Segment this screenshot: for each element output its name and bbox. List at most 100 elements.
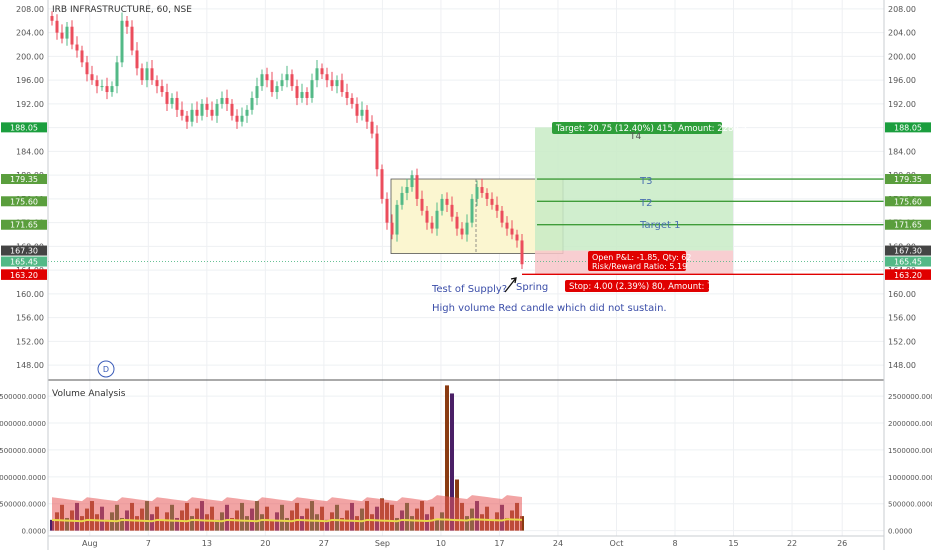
candle-body [340,80,344,93]
price-label-left: 167.30 [10,247,38,256]
pl-box [588,251,686,271]
open-pl-label: Open P&L: -1.85, Qty: 62 [592,253,691,262]
price-label-right: 175.60 [894,197,922,206]
candle-body [290,74,294,87]
candle-body [225,97,229,104]
candle-body [295,86,299,98]
candle-body [180,109,184,116]
candle-body [90,74,94,81]
candle-body [105,86,109,93]
candle-body [80,50,84,63]
price-label-left: 188.05 [10,123,38,132]
candle-body [280,80,284,87]
price-tick-left: 184.00 [16,147,44,156]
volume-bars [50,385,524,531]
candle-body [155,80,159,87]
time-tick: 7 [146,539,151,548]
price-tick-left: 148.00 [16,361,44,370]
price-tick-left: 152.00 [16,337,44,346]
candle-body [70,26,74,45]
candle-body [470,198,474,223]
volume-tick-right: 1000000.0000 [888,474,932,482]
price-label-left-box [1,174,47,185]
volume-average-line [51,518,523,523]
price-label-right: 188.05 [894,123,922,132]
price-label-right-box [885,245,931,256]
candle-body [460,228,464,235]
price-tick-right: 208.00 [888,5,916,14]
candle-body [300,92,304,98]
price-label-left-box [1,196,47,207]
t4-label: T4 [629,132,641,142]
time-tick: Sep [375,539,390,548]
target-zone [535,127,733,251]
price-label-right-box [885,219,931,230]
candle-body [215,103,219,116]
volume-bar [445,385,449,531]
candle-body [415,175,419,199]
t2-label: T2 [639,198,652,209]
candle-body [125,20,129,27]
candle-body [480,187,484,193]
candle-body [310,80,314,98]
candle-body [520,240,524,265]
candle-body [420,198,424,211]
candle-body [410,175,414,188]
time-tick: 10 [436,539,446,548]
candle-body [450,204,454,217]
candle-body [100,86,104,88]
stop-label: Stop: 4.00 (2.39%) 80, Amount: 752 [569,282,723,292]
candle-body [205,103,209,110]
candle-body [115,62,119,87]
candle-body [375,133,379,170]
volume-tick-left: 1000000.0000 [0,474,46,482]
time-tick: 26 [837,539,847,548]
candle-body [185,115,189,122]
candle-body [330,80,334,87]
candle-body [365,109,369,122]
price-label-left-box [1,219,47,230]
candle-body [350,97,354,104]
price-tick-right: 200.00 [888,52,916,61]
candle-body [240,115,244,122]
time-tick: 15 [728,539,738,548]
price-label-right: 179.35 [894,175,922,184]
note-label: High volume Red candle which did not sus… [432,303,667,314]
candle-body [360,109,364,116]
candle-body [315,68,319,81]
price-label-left: 163.20 [10,271,38,280]
candle-body [145,68,149,81]
price-label-left-box [1,122,47,133]
candle-body [515,234,519,241]
time-tick: 22 [787,539,797,548]
price-tick-left: 160.00 [16,290,44,299]
dividend-event-marker[interactable] [97,360,115,378]
candle-body [195,109,199,116]
candle-body [190,109,194,122]
candle-body [465,222,469,235]
volume-tick-right: 2500000.0000 [888,393,932,401]
price-label-left: 165.45 [10,258,38,267]
target1-label: Target 1 [639,220,680,231]
candle-body [325,74,329,81]
price-label-right-box [885,174,931,185]
price-tick-right: 192.00 [888,100,916,109]
volume-tick-left: 2500000.0000 [0,393,46,401]
candle-body [220,97,224,104]
candle-body [390,222,394,235]
candle-body [395,204,399,235]
candle-body [355,103,359,116]
dividend-event-label: D [103,365,109,374]
candle-body [130,26,134,51]
time-tick: 13 [202,539,212,548]
candle-body [505,222,509,229]
spring-arrow [504,277,517,293]
candle-body [165,92,169,104]
price-labels: 188.05 188.05 179.35 179.35 175.60 175.60 171.… [1,122,931,280]
candle-body [405,187,409,193]
price-tick-right: 204.00 [888,29,916,38]
volume-tick-right: 0.0000 [888,528,913,536]
candle-body [335,80,339,87]
time-tick: 27 [319,539,329,548]
